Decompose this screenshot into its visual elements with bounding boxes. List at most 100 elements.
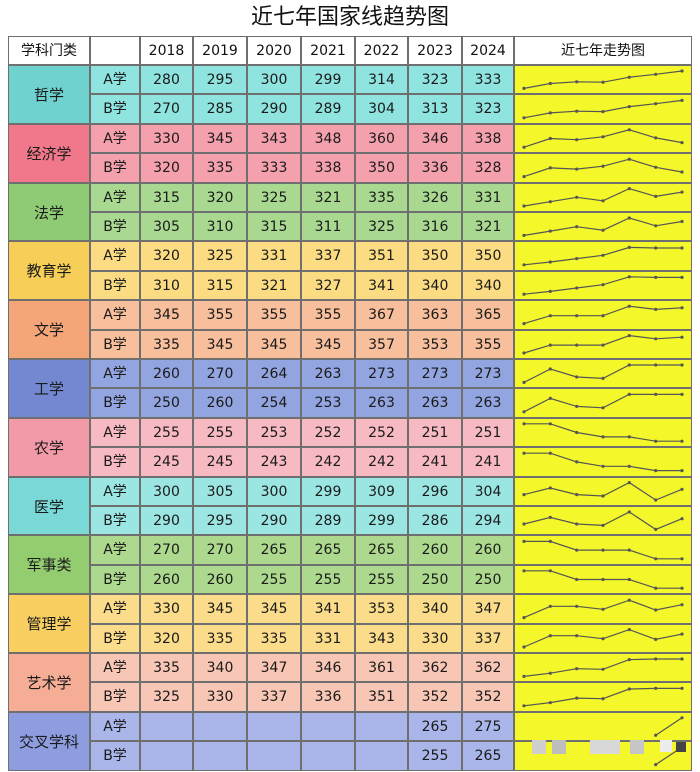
row-label: A学 bbox=[90, 711, 140, 742]
header-year-2021: 2021 bbox=[301, 36, 355, 65]
value-cell: 314 bbox=[355, 65, 408, 95]
value-cell: 340 bbox=[408, 594, 462, 624]
value-cell: 340 bbox=[408, 270, 462, 301]
empty-cell bbox=[301, 711, 355, 742]
value-cell: 315 bbox=[193, 270, 247, 301]
value-cell: 341 bbox=[355, 270, 408, 301]
value-cell: 350 bbox=[355, 153, 408, 183]
empty-cell bbox=[140, 711, 193, 742]
value-cell: 265 bbox=[355, 535, 408, 565]
row-label: B学 bbox=[90, 506, 140, 536]
value-cell: 265 bbox=[301, 535, 355, 565]
value-cell: 330 bbox=[193, 682, 247, 712]
value-cell: 260 bbox=[140, 564, 193, 595]
value-cell: 335 bbox=[193, 623, 247, 653]
value-cell: 337 bbox=[301, 241, 355, 271]
value-cell: 335 bbox=[247, 623, 301, 653]
value-cell: 345 bbox=[193, 123, 247, 154]
value-cell: 340 bbox=[462, 270, 514, 301]
value-cell: 355 bbox=[193, 300, 247, 330]
trend-cell bbox=[514, 417, 692, 448]
value-cell: 299 bbox=[301, 65, 355, 95]
value-cell: 323 bbox=[462, 94, 514, 124]
value-cell: 335 bbox=[355, 182, 408, 212]
value-cell: 335 bbox=[193, 153, 247, 183]
value-cell: 352 bbox=[462, 682, 514, 712]
value-cell: 305 bbox=[193, 476, 247, 506]
value-cell: 362 bbox=[408, 653, 462, 683]
value-cell: 251 bbox=[462, 417, 514, 448]
trend-cell bbox=[514, 153, 692, 183]
value-cell: 315 bbox=[140, 182, 193, 212]
value-cell: 367 bbox=[355, 300, 408, 330]
value-cell: 337 bbox=[247, 682, 301, 712]
page-title: 近七年国家线趋势图 bbox=[250, 5, 449, 30]
trend-cell bbox=[514, 300, 692, 330]
value-cell: 345 bbox=[247, 594, 301, 624]
subject-cell: 艺术学 bbox=[8, 653, 90, 712]
value-cell: 330 bbox=[140, 123, 193, 154]
value-cell: 255 bbox=[408, 741, 462, 771]
value-cell: 330 bbox=[408, 623, 462, 653]
value-cell: 316 bbox=[408, 212, 462, 242]
value-cell: 253 bbox=[247, 417, 301, 448]
value-cell: 346 bbox=[408, 123, 462, 154]
row-label: B学 bbox=[90, 212, 140, 242]
value-cell: 345 bbox=[247, 329, 301, 359]
value-cell: 345 bbox=[140, 300, 193, 330]
value-cell: 310 bbox=[140, 270, 193, 301]
value-cell: 315 bbox=[247, 212, 301, 242]
row-label: A学 bbox=[90, 65, 140, 95]
row-label: B学 bbox=[90, 447, 140, 477]
trend-cell bbox=[514, 447, 692, 477]
value-cell: 333 bbox=[462, 65, 514, 95]
value-cell: 260 bbox=[193, 564, 247, 595]
value-cell: 350 bbox=[462, 241, 514, 271]
value-cell: 363 bbox=[408, 300, 462, 330]
value-cell: 320 bbox=[140, 241, 193, 271]
value-cell: 252 bbox=[301, 417, 355, 448]
header-year-2022: 2022 bbox=[355, 36, 408, 65]
value-cell: 260 bbox=[408, 535, 462, 565]
value-cell: 285 bbox=[193, 94, 247, 124]
subject-cell: 医学 bbox=[8, 476, 90, 536]
subject-cell: 经济学 bbox=[8, 123, 90, 183]
row-label: A学 bbox=[90, 359, 140, 389]
value-cell: 242 bbox=[301, 447, 355, 477]
row-label: B学 bbox=[90, 153, 140, 183]
value-cell: 251 bbox=[408, 417, 462, 448]
row-label: A学 bbox=[90, 653, 140, 683]
row-label: A学 bbox=[90, 182, 140, 212]
trend-cell bbox=[514, 564, 692, 595]
value-cell: 295 bbox=[193, 65, 247, 95]
value-cell: 347 bbox=[462, 594, 514, 624]
value-cell: 275 bbox=[462, 711, 514, 742]
value-cell: 331 bbox=[301, 623, 355, 653]
value-cell: 300 bbox=[140, 476, 193, 506]
trend-cell bbox=[514, 241, 692, 271]
value-cell: 325 bbox=[355, 212, 408, 242]
value-cell: 243 bbox=[247, 447, 301, 477]
trend-cell bbox=[514, 535, 692, 565]
subject-cell: 哲学 bbox=[8, 65, 90, 124]
value-cell: 328 bbox=[462, 153, 514, 183]
row-label: A学 bbox=[90, 417, 140, 448]
value-cell: 340 bbox=[193, 653, 247, 683]
trend-cell bbox=[514, 182, 692, 212]
subject-cell: 管理学 bbox=[8, 594, 90, 653]
value-cell: 290 bbox=[140, 506, 193, 536]
value-cell: 299 bbox=[355, 506, 408, 536]
value-cell: 294 bbox=[462, 506, 514, 536]
row-label: B学 bbox=[90, 388, 140, 418]
value-cell: 255 bbox=[355, 564, 408, 595]
value-cell: 255 bbox=[247, 564, 301, 595]
value-cell: 289 bbox=[301, 506, 355, 536]
value-cell: 242 bbox=[355, 447, 408, 477]
value-cell: 325 bbox=[193, 241, 247, 271]
value-cell: 260 bbox=[193, 388, 247, 418]
empty-cell bbox=[247, 741, 301, 771]
value-cell: 353 bbox=[408, 329, 462, 359]
value-cell: 360 bbox=[355, 123, 408, 154]
value-cell: 250 bbox=[140, 388, 193, 418]
